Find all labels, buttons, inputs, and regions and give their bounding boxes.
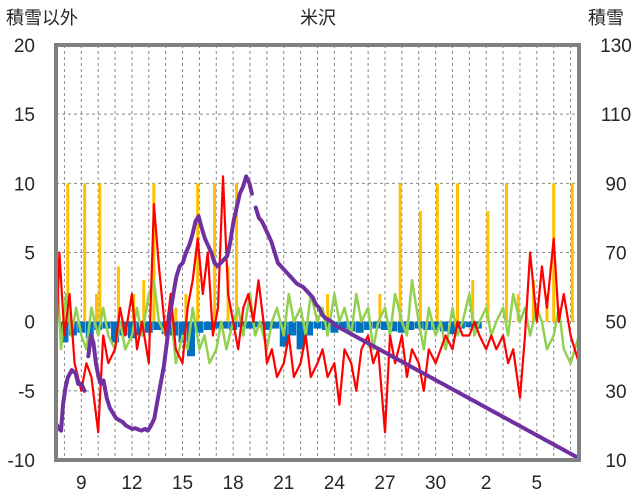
snow-depth-change-bar bbox=[465, 321, 474, 328]
precipitation-bar bbox=[66, 183, 70, 322]
precipitation-bar bbox=[418, 211, 422, 322]
chart-title: 米沢 bbox=[300, 8, 336, 29]
left-tick-label: 5 bbox=[24, 244, 35, 265]
precipitation-bar bbox=[83, 183, 87, 322]
x-tick-label: 2 bbox=[481, 473, 492, 494]
snow-depth-change-bar bbox=[94, 321, 103, 330]
left-tick-label: -5 bbox=[18, 382, 35, 403]
precipitation-bar bbox=[94, 294, 98, 322]
x-tick-label: 5 bbox=[532, 473, 543, 494]
snow-depth-change-bar bbox=[178, 321, 187, 343]
snow-depth-change-bar bbox=[355, 321, 364, 333]
right-tick-label: 130 bbox=[600, 36, 632, 57]
wind-series bbox=[54, 251, 581, 365]
snow-depth-change-bar bbox=[338, 321, 347, 329]
precipitation-bar bbox=[184, 294, 188, 322]
right-tick-label: 30 bbox=[605, 382, 626, 403]
left-axis-title: 積雪以外 bbox=[6, 8, 78, 29]
plot-frame bbox=[54, 43, 581, 462]
snow-depth-change-bar bbox=[220, 321, 229, 329]
snow-depth-change-bar bbox=[77, 321, 86, 333]
x-axis-ticks: 9 12 15 18 21 24 27 30 2 5 bbox=[76, 473, 542, 494]
precipitation-bar bbox=[398, 183, 402, 322]
snow-depth-change-bar bbox=[186, 321, 195, 357]
precipitation-bar bbox=[378, 294, 382, 322]
snow-depth-change-bar bbox=[313, 321, 322, 329]
x-tick-label: 12 bbox=[121, 473, 142, 494]
snow-depth-change-bar bbox=[144, 321, 153, 333]
right-tick-label: 90 bbox=[605, 174, 626, 195]
precipitation-bar bbox=[174, 307, 178, 322]
x-tick-label: 18 bbox=[223, 473, 244, 494]
left-tick-label: 0 bbox=[24, 313, 35, 334]
snow-depth-line bbox=[253, 205, 581, 461]
precipitation-bar bbox=[504, 183, 508, 322]
precipitation-bar bbox=[142, 280, 146, 322]
left-tick-label: 20 bbox=[14, 36, 35, 57]
precipitation-bar bbox=[196, 183, 200, 322]
snow-depth-change-bar bbox=[397, 321, 406, 333]
gridlines bbox=[56, 45, 579, 460]
snow-depth-change-bar bbox=[203, 321, 212, 330]
snow-depth-change-bar bbox=[448, 321, 457, 335]
right-tick-label: 50 bbox=[605, 313, 626, 334]
precipitation-bar bbox=[531, 280, 535, 322]
x-tick-label: 27 bbox=[374, 473, 395, 494]
precipitation-bar bbox=[471, 280, 475, 322]
snow-depth-change-bar bbox=[364, 321, 373, 330]
snow-depth-line bbox=[54, 368, 87, 433]
right-tick-label: 70 bbox=[605, 244, 626, 265]
left-tick-label: 15 bbox=[14, 105, 35, 126]
x-tick-label: 15 bbox=[172, 473, 193, 494]
snow-depth-line bbox=[86, 174, 254, 433]
x-tick-label: 30 bbox=[425, 473, 446, 494]
snow-depth-change-bar bbox=[153, 321, 162, 330]
left-axis-ticks: 20 15 10 5 0 -5 -10 bbox=[8, 36, 35, 472]
x-tick-label: 9 bbox=[76, 473, 87, 494]
temperature-line bbox=[54, 175, 581, 434]
precipitation-bar bbox=[435, 183, 439, 322]
wind-line bbox=[54, 251, 581, 365]
precipitation-bar bbox=[516, 294, 520, 322]
snow-depth-change-bar bbox=[389, 321, 398, 332]
temperature-series bbox=[54, 175, 581, 434]
snow-depth-change-bar bbox=[431, 321, 440, 330]
left-tick-label: 10 bbox=[14, 174, 35, 195]
snow-depth-change-bar bbox=[195, 321, 204, 333]
snow-depth-change-bar bbox=[111, 321, 120, 343]
snow-depth-change-bar bbox=[262, 321, 271, 330]
precipitation-bar bbox=[326, 294, 330, 322]
precipitation-bar bbox=[570, 183, 574, 322]
snow-depth-change-bar bbox=[271, 321, 280, 329]
snow-depth-change-bar bbox=[330, 321, 339, 333]
precipitation-bar bbox=[235, 183, 239, 322]
snow-depth-change-bar bbox=[406, 321, 415, 330]
precipitation-bar bbox=[456, 183, 460, 322]
precipitation-bar bbox=[116, 266, 120, 322]
right-tick-label: 110 bbox=[601, 105, 631, 126]
precipitation-bar bbox=[152, 183, 156, 322]
x-tick-label: 24 bbox=[324, 473, 346, 494]
snow-depth-change-bar bbox=[380, 321, 389, 330]
snow-depth-series bbox=[54, 174, 581, 461]
right-axis-title: 積雪 bbox=[588, 8, 624, 29]
precipitation-bar bbox=[98, 183, 102, 322]
right-tick-label: 10 bbox=[605, 451, 626, 472]
left-tick-label: -10 bbox=[8, 451, 35, 472]
snow-depth-change-bar bbox=[246, 321, 255, 329]
snow-depth-change-bar bbox=[288, 321, 297, 336]
snow-depth-change-bar bbox=[296, 321, 305, 350]
x-tick-label: 21 bbox=[273, 473, 294, 494]
snow-depth-change-bar bbox=[440, 321, 449, 332]
snow-depth-change-bar bbox=[305, 321, 314, 336]
precipitation-bar bbox=[486, 211, 490, 322]
precipitation-bar bbox=[213, 183, 217, 322]
right-axis-ticks: 130 110 90 70 50 30 10 bbox=[600, 36, 632, 472]
snow-depth-change-bar bbox=[212, 321, 221, 329]
